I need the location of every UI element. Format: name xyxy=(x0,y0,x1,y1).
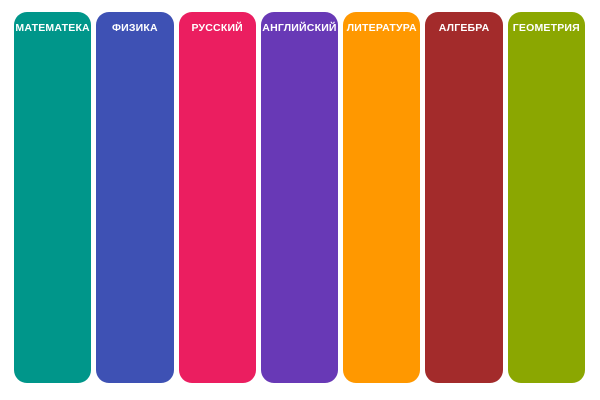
subject-column-label: АНГЛИЙСКИЙ xyxy=(262,22,337,34)
subject-column-6: ГЕОМЕТРИЯ xyxy=(507,12,585,383)
subject-column-1: ФИЗИКА xyxy=(96,12,174,383)
subject-column-5: АЛГЕБРА xyxy=(425,12,503,383)
subject-column-label: АЛГЕБРА xyxy=(438,22,490,34)
subject-column-label: ЛИТЕРАТУРА xyxy=(346,22,417,34)
subject-column-0: МАТЕМАТЕКА xyxy=(14,12,92,383)
subject-column-2: РУССКИЙ xyxy=(178,12,256,383)
subject-column-label: ФИЗИКА xyxy=(112,22,158,34)
subject-column-3: АНГЛИЙСКИЙ xyxy=(260,12,339,383)
subject-column-4: ЛИТЕРАТУРА xyxy=(343,12,421,383)
subject-column-label: РУССКИЙ xyxy=(191,22,243,34)
subject-column-label: МАТЕМАТЕКА xyxy=(15,22,90,34)
subject-column-label: ГЕОМЕТРИЯ xyxy=(512,22,580,34)
subject-board: МАТЕМАТЕКА ФИЗИКА РУССКИЙ АНГЛИЙСКИЙ ЛИТ… xyxy=(14,12,585,383)
